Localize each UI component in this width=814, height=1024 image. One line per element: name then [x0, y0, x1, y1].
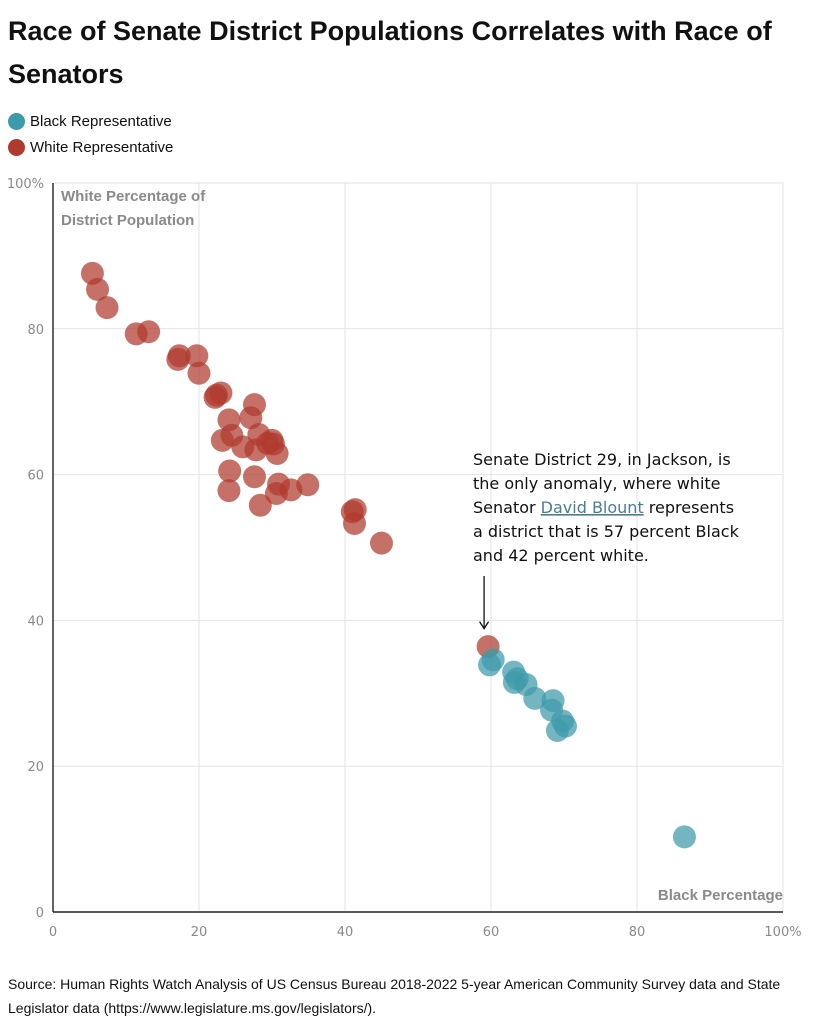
point-black-representative [541, 689, 565, 713]
data-points [80, 261, 696, 849]
point-white-representative [185, 344, 209, 368]
scatter-plot: 00 20 20 40 40 60 60 80 80 100% 100% White Percenta… [7, 177, 802, 940]
annotation-line: the only anomaly, where white [473, 474, 721, 493]
y-tick-label: 20 [27, 760, 44, 775]
annotation-text: represents [644, 498, 734, 517]
point-white-representative [217, 479, 241, 503]
axes: 00 20 20 40 40 60 60 80 80 100% 100% White Percenta… [7, 177, 802, 940]
chart-title: Race of Senate District Populations Corr… [8, 16, 772, 89]
point-white-representative [242, 393, 266, 417]
x-tick-label: 60 [483, 925, 500, 940]
y-tick-label: 0 [36, 906, 44, 921]
point-white-representative [342, 511, 366, 535]
y-tick-label: 40 [27, 614, 44, 629]
x-tick-label: 80 [629, 925, 646, 940]
point-black-representative [672, 825, 696, 849]
point-black-representative [545, 718, 569, 742]
annotation-line: and 42 percent white. [473, 546, 649, 565]
point-white-representative [265, 441, 289, 465]
annotation-line: a district that is 57 percent Black [473, 522, 740, 541]
x-tick-label: 0 [49, 925, 57, 940]
point-white-representative [296, 473, 320, 497]
point-white-representative [218, 459, 242, 483]
y-tick-label: 60 [27, 469, 44, 484]
point-white-representative [86, 277, 110, 301]
x-tick-label: 100% [764, 925, 801, 940]
y-tick-label: 80 [27, 323, 44, 338]
point-black-representative [502, 660, 526, 684]
point-white-representative [209, 381, 233, 405]
x-axis-title: Black Percentage [658, 887, 783, 904]
point-white-representative [137, 320, 161, 344]
gridlines [53, 182, 784, 912]
annotation: Senate District 29, in Jackson, is the on… [473, 450, 740, 630]
legend-swatch-black [8, 112, 25, 130]
legend-swatch-white [8, 138, 25, 156]
point-white-representative [187, 361, 211, 385]
point-white-representative [242, 465, 266, 489]
y-tick-label: 100% [7, 177, 44, 192]
y-axis-title: White Percentage of [61, 188, 206, 205]
point-black-representative [478, 653, 502, 677]
legend-item-black-representative: Black Representative [8, 108, 173, 134]
point-white-representative [370, 531, 393, 555]
x-tick-label: 40 [337, 925, 354, 940]
source-note: Source: Human Rights Watch Analysis of U… [8, 976, 781, 1016]
y-axis-title: District Population [61, 212, 194, 229]
annotation-line: Senator David Blount represents [473, 498, 734, 517]
legend-label-white: White Representative [30, 138, 174, 156]
x-tick-label: 20 [191, 925, 208, 940]
legend-label-black: Black Representative [30, 112, 172, 130]
annotation-arrow-head [479, 621, 490, 630]
legend: Black Representative White Representativ… [8, 108, 173, 160]
point-white-representative [95, 296, 119, 320]
point-white-representative [167, 344, 191, 368]
point-white-representative [248, 493, 272, 517]
senator-link[interactable]: David Blount [541, 498, 644, 517]
legend-item-white-representative: White Representative [8, 134, 173, 160]
annotation-text: Senator [473, 498, 541, 517]
annotation-line: Senate District 29, in Jackson, is [473, 450, 731, 469]
